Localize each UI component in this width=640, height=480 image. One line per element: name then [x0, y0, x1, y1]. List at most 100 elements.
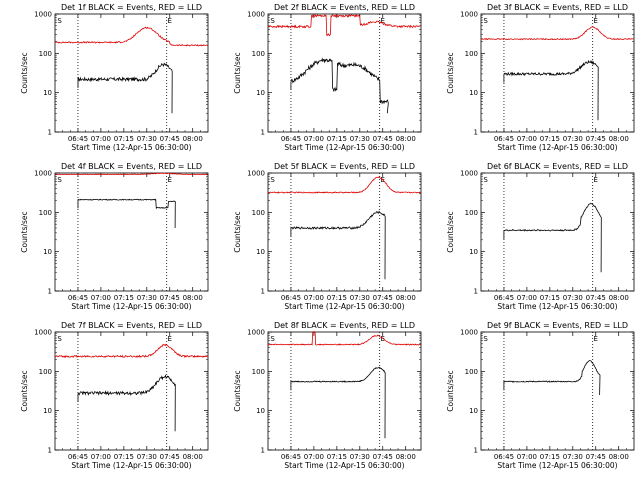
x-tick-label: 07:30	[350, 294, 370, 302]
start-marker: S	[57, 176, 62, 184]
x-tick-label: 07:45	[373, 453, 393, 461]
x-tick-label: 07:45	[586, 453, 606, 461]
x-tick-label: 07:30	[137, 453, 157, 461]
detector-panel-6: Det 6f BLACK = Events, RED = LLD 1 10 100 10…	[446, 162, 635, 311]
x-tick-label: 07:15	[540, 135, 560, 143]
y-tick-label: 10	[43, 89, 52, 97]
panel-title: Det 3f BLACK = Events, RED = LLD	[487, 3, 628, 12]
x-axis-label: Start Time (12-Apr-15 06:30:00)	[497, 143, 617, 152]
events-curve	[77, 198, 176, 229]
x-tick-label: 08:00	[396, 294, 416, 302]
y-tick-label: 10	[469, 248, 478, 256]
x-tick-label: 07:45	[373, 135, 393, 143]
y-axis-label: Counts/sec	[20, 211, 29, 252]
x-tick-label: 08:00	[183, 294, 203, 302]
x-tick-label: 07:00	[304, 453, 324, 461]
lld-curve	[481, 26, 634, 41]
panel-title: Det 8f BLACK = Events, RED = LLD	[274, 321, 415, 330]
x-tick-label: 06:45	[494, 294, 514, 302]
x-tick-label: 07:00	[91, 294, 111, 302]
y-tick-label: 100	[39, 50, 52, 58]
panel-title: Det 6f BLACK = Events, RED = LLD	[487, 162, 628, 171]
x-tick-label: 07:30	[137, 135, 157, 143]
plot-frame	[480, 331, 635, 451]
x-axis-label: Start Time (12-Apr-15 06:30:00)	[497, 302, 617, 311]
y-tick-label: 100	[465, 209, 478, 217]
x-tick-label: 06:45	[281, 294, 301, 302]
x-tick-label: 08:00	[183, 135, 203, 143]
x-tick-label: 07:00	[304, 135, 324, 143]
y-tick-label: 1000	[460, 329, 478, 337]
lld-curve	[54, 343, 208, 359]
events-curve	[503, 202, 602, 273]
start-marker: S	[270, 176, 275, 184]
panel-title: Det 5f BLACK = Events, RED = LLD	[274, 162, 415, 171]
x-tick-label: 06:45	[68, 135, 88, 143]
y-tick-label: 1	[261, 447, 265, 455]
detector-panel-8: Det 8f BLACK = Events, RED = LLD 1 10 100 10…	[233, 321, 422, 470]
lld-curve	[267, 330, 421, 346]
x-axis-label: Start Time (12-Apr-15 06:30:00)	[71, 461, 191, 470]
detector-panel-5: Det 5f BLACK = Events, RED = LLD 1 10 100 10…	[233, 162, 422, 311]
x-tick-label: 07:45	[373, 294, 393, 302]
plot-frame	[54, 172, 209, 292]
x-tick-label: 08:00	[609, 135, 629, 143]
y-tick-label: 100	[252, 368, 265, 376]
y-tick-label: 10	[256, 407, 265, 415]
y-tick-label: 1000	[460, 170, 478, 178]
y-tick-label: 1	[48, 129, 52, 137]
x-tick-label: 07:00	[304, 294, 324, 302]
x-tick-label: 06:45	[281, 135, 301, 143]
start-marker: S	[483, 17, 488, 25]
y-tick-label: 1000	[34, 329, 52, 337]
x-tick-label: 07:15	[114, 135, 134, 143]
y-axis-label: Counts/sec	[233, 370, 242, 411]
y-tick-label: 10	[256, 248, 265, 256]
events-curve	[503, 360, 601, 396]
x-tick-label: 07:45	[586, 135, 606, 143]
x-tick-label: 07:00	[517, 294, 537, 302]
y-axis-label: Counts/sec	[446, 370, 455, 411]
x-tick-label: 06:45	[68, 294, 88, 302]
x-axis-label: Start Time (12-Apr-15 06:30:00)	[284, 143, 404, 152]
detector-panel-9: Det 9f BLACK = Events, RED = LLD 1 10 100 10…	[446, 321, 635, 470]
y-tick-label: 10	[43, 407, 52, 415]
y-tick-label: 1	[474, 447, 478, 455]
lld-curve	[54, 26, 208, 47]
y-tick-label: 100	[39, 368, 52, 376]
end-marker: E	[593, 176, 597, 184]
panel-title: Det 2f BLACK = Events, RED = LLD	[274, 3, 415, 12]
x-axis-label: Start Time (12-Apr-15 06:30:00)	[71, 143, 191, 152]
plot-frame	[54, 13, 209, 133]
y-tick-label: 1000	[34, 11, 52, 19]
x-tick-label: 07:15	[114, 453, 134, 461]
panel-title: Det 1f BLACK = Events, RED = LLD	[61, 3, 202, 12]
x-tick-label: 06:45	[281, 453, 301, 461]
plot-frame	[54, 331, 209, 451]
x-tick-label: 07:30	[137, 294, 157, 302]
start-marker: S	[483, 176, 488, 184]
x-tick-label: 07:15	[327, 453, 347, 461]
x-tick-label: 07:15	[114, 294, 134, 302]
events-curve	[290, 210, 386, 280]
x-axis-label: Start Time (12-Apr-15 06:30:00)	[284, 461, 404, 470]
panel-title: Det 9f BLACK = Events, RED = LLD	[487, 321, 628, 330]
x-tick-label: 07:00	[91, 135, 111, 143]
x-tick-label: 07:00	[91, 453, 111, 461]
y-axis-label: Counts/sec	[233, 52, 242, 93]
end-marker: E	[593, 17, 597, 25]
y-tick-label: 1	[261, 129, 265, 137]
detector-panel-1: Det 1f BLACK = Events, RED = LLD 1 10 100 10…	[20, 3, 209, 152]
y-tick-label: 100	[465, 50, 478, 58]
end-marker: E	[167, 17, 171, 25]
x-tick-label: 07:45	[160, 294, 180, 302]
x-tick-label: 07:30	[563, 294, 583, 302]
detector-panel-3: Det 3f BLACK = Events, RED = LLD 1 10 100 10…	[446, 3, 635, 152]
y-tick-label: 10	[469, 89, 478, 97]
x-tick-label: 07:30	[350, 135, 370, 143]
y-axis-label: Counts/sec	[233, 211, 242, 252]
x-tick-label: 07:15	[327, 135, 347, 143]
lld-curve	[267, 13, 421, 37]
plot-frame	[267, 13, 422, 133]
x-tick-label: 07:00	[517, 453, 537, 461]
